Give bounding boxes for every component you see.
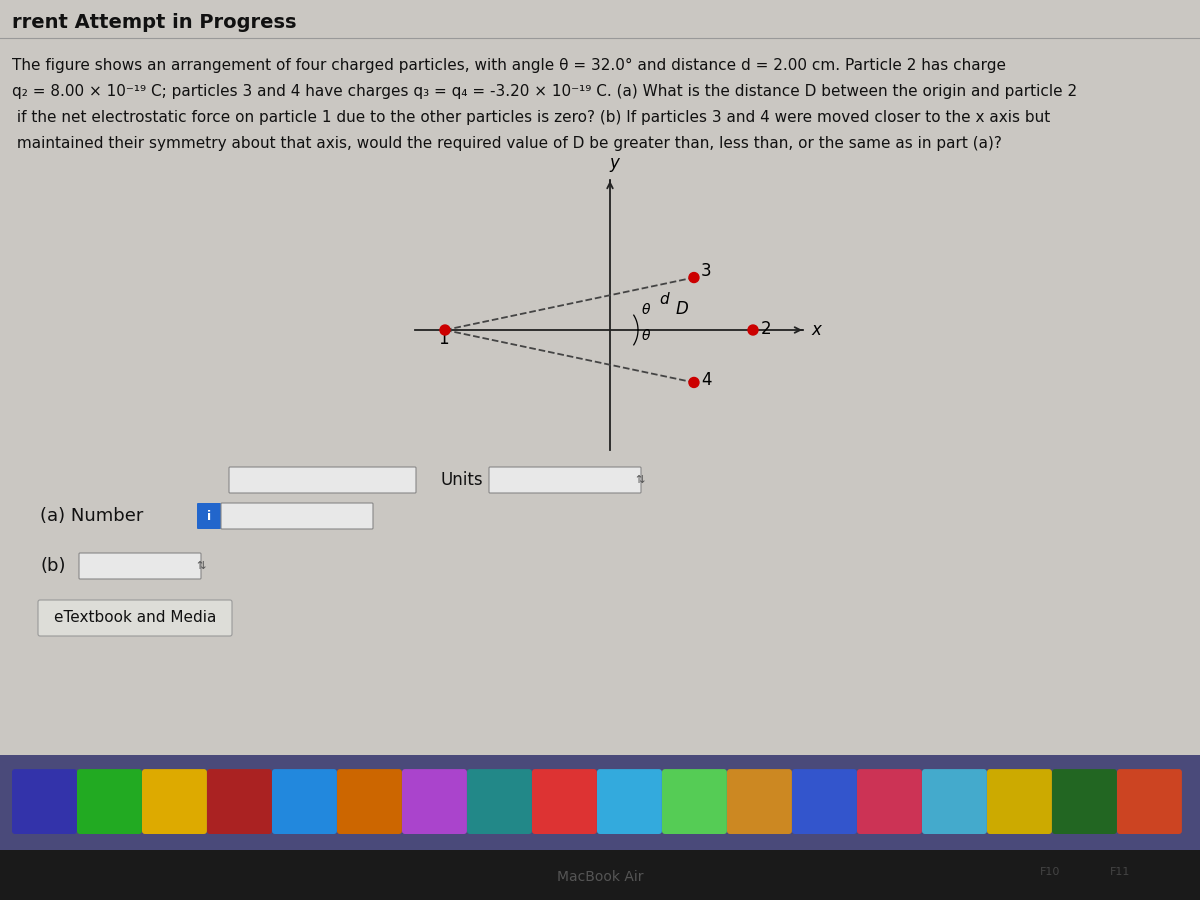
- FancyBboxPatch shape: [142, 770, 206, 834]
- FancyBboxPatch shape: [208, 770, 272, 834]
- FancyBboxPatch shape: [12, 770, 77, 834]
- Text: (b): (b): [40, 557, 66, 575]
- Text: θ: θ: [642, 303, 650, 317]
- Text: maintained their symmetry about that axis, would the required value of D be grea: maintained their symmetry about that axi…: [12, 136, 1002, 151]
- FancyBboxPatch shape: [467, 770, 532, 834]
- Text: i: i: [206, 509, 211, 523]
- FancyBboxPatch shape: [922, 770, 986, 834]
- FancyBboxPatch shape: [857, 770, 922, 834]
- Text: ⇅: ⇅: [635, 475, 644, 485]
- FancyBboxPatch shape: [0, 755, 1200, 850]
- FancyBboxPatch shape: [0, 850, 1200, 900]
- FancyBboxPatch shape: [272, 770, 337, 834]
- FancyBboxPatch shape: [402, 770, 467, 834]
- Text: x: x: [811, 321, 821, 339]
- Text: θ: θ: [642, 329, 650, 343]
- Text: eTextbook and Media: eTextbook and Media: [54, 610, 216, 626]
- Circle shape: [689, 273, 698, 283]
- FancyBboxPatch shape: [38, 600, 232, 636]
- FancyBboxPatch shape: [490, 467, 641, 493]
- Circle shape: [440, 325, 450, 335]
- FancyBboxPatch shape: [1117, 770, 1182, 834]
- Text: 3: 3: [701, 262, 712, 280]
- Text: rrent Attempt in Progress: rrent Attempt in Progress: [12, 13, 296, 32]
- FancyBboxPatch shape: [221, 503, 373, 529]
- Text: y: y: [610, 154, 619, 172]
- FancyBboxPatch shape: [337, 770, 402, 834]
- FancyBboxPatch shape: [792, 770, 857, 834]
- FancyBboxPatch shape: [598, 770, 662, 834]
- Circle shape: [748, 325, 758, 335]
- Text: q₂ = 8.00 × 10⁻¹⁹ C; particles 3 and 4 have charges q₃ = q₄ = -3.20 × 10⁻¹⁹ C. (: q₂ = 8.00 × 10⁻¹⁹ C; particles 3 and 4 h…: [12, 84, 1078, 99]
- FancyBboxPatch shape: [0, 0, 1200, 755]
- Text: F11: F11: [1110, 867, 1130, 877]
- FancyBboxPatch shape: [79, 553, 202, 579]
- FancyBboxPatch shape: [986, 770, 1052, 834]
- Text: F10: F10: [1040, 867, 1060, 877]
- Text: Units: Units: [440, 471, 482, 489]
- Text: 1: 1: [438, 330, 449, 348]
- Text: ⇅: ⇅: [196, 561, 205, 571]
- FancyBboxPatch shape: [77, 770, 142, 834]
- Text: (a) Number: (a) Number: [40, 507, 143, 525]
- FancyBboxPatch shape: [662, 770, 727, 834]
- FancyBboxPatch shape: [727, 770, 792, 834]
- Text: if the net electrostatic force on particle 1 due to the other particles is zero?: if the net electrostatic force on partic…: [12, 110, 1050, 125]
- FancyBboxPatch shape: [1052, 770, 1117, 834]
- Text: 4: 4: [701, 372, 712, 390]
- Circle shape: [689, 377, 698, 388]
- Text: The figure shows an arrangement of four charged particles, with angle θ = 32.0° : The figure shows an arrangement of four …: [12, 58, 1006, 73]
- Text: MacBook Air: MacBook Air: [557, 870, 643, 884]
- FancyBboxPatch shape: [197, 503, 221, 529]
- Text: d: d: [659, 292, 668, 307]
- FancyBboxPatch shape: [532, 770, 596, 834]
- Text: D: D: [676, 300, 688, 318]
- FancyBboxPatch shape: [229, 467, 416, 493]
- Text: 2: 2: [761, 320, 772, 338]
